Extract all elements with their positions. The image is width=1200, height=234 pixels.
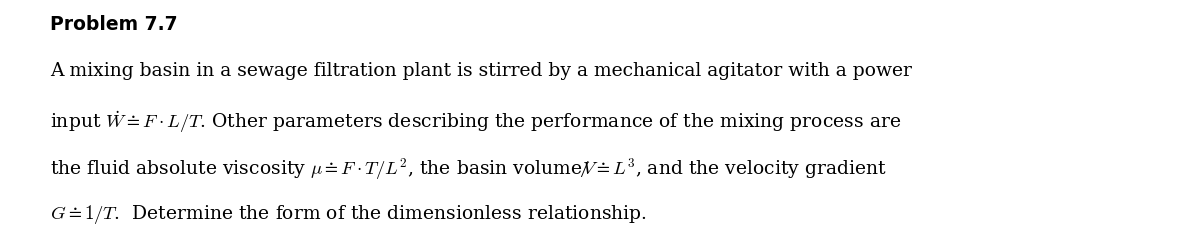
Text: input $\dot{W} \doteq F \cdot L/T$. Other parameters describing the performance : input $\dot{W} \doteq F \cdot L/T$. Othe… [50,109,901,135]
Text: $G \doteq 1/T$.  Determine the form of the dimensionless relationship.: $G \doteq 1/T$. Determine the form of th… [50,203,647,226]
Text: Problem 7.7: Problem 7.7 [50,15,178,34]
Text: the fluid absolute viscosity $\mu \doteq F \cdot T/L^{2}$, the basin volume $\no: the fluid absolute viscosity $\mu \doteq… [50,156,887,182]
Text: A mixing basin in a sewage filtration plant is stirred by a mechanical agitator : A mixing basin in a sewage filtration pl… [50,62,912,80]
